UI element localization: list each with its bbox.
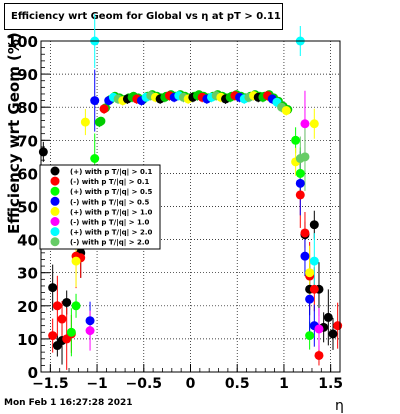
data-point xyxy=(90,154,100,164)
legend-label: (+) with p T/|q| > 0.1 xyxy=(70,168,153,177)
legend-box xyxy=(39,164,161,250)
legend-marker xyxy=(50,166,60,176)
data-point xyxy=(62,297,72,307)
x-tick-label: 1 xyxy=(279,376,289,392)
y-tick-label: 0 xyxy=(28,364,38,382)
legend: (+) with p T/|q| > 0.1(-) with p T/|q| >… xyxy=(39,164,161,250)
data-point xyxy=(295,168,305,178)
data-point xyxy=(300,119,310,129)
legend-marker xyxy=(50,186,60,196)
legend-label: (+) with p T/|q| > 0.5 xyxy=(70,188,153,197)
data-point xyxy=(300,228,310,238)
data-point xyxy=(314,350,324,360)
data-points xyxy=(38,36,343,360)
legend-marker xyxy=(50,217,60,226)
axis-ticks: −1.5 −1 −0.5 0 0.5 1 1.5 0 10 20 30 40 50 60 70 80 90 100 xyxy=(7,33,343,392)
y-tick-label: 90 xyxy=(17,66,38,84)
data-point xyxy=(309,220,319,230)
data-point xyxy=(295,190,305,200)
data-point xyxy=(333,321,343,331)
y-tick-label: 20 xyxy=(17,298,38,316)
y-tick-label: 40 xyxy=(17,232,38,250)
data-point xyxy=(85,326,95,336)
data-point xyxy=(328,329,338,339)
legend-label: (-) with p T/|q| > 0.5 xyxy=(70,198,150,207)
data-point xyxy=(99,104,109,114)
data-point xyxy=(85,316,95,326)
data-point xyxy=(38,147,48,157)
data-point xyxy=(305,268,315,278)
y-tick-label: 60 xyxy=(17,165,38,183)
legend-label: (-) with p T/|q| > 1.0 xyxy=(70,219,150,228)
data-point xyxy=(291,135,301,145)
data-point xyxy=(71,301,81,311)
data-point xyxy=(66,327,76,337)
legend-label: (+) with p T/|q| > 2.0 xyxy=(70,229,153,238)
data-point xyxy=(305,331,315,341)
x-tick-label: −1 xyxy=(86,376,107,392)
x-tick-label: −0.5 xyxy=(126,376,163,392)
data-point xyxy=(80,117,90,127)
legend-label: (-) with p T/|q| > 0.1 xyxy=(70,178,150,187)
y-tick-label: 100 xyxy=(7,33,38,51)
data-point xyxy=(52,301,62,311)
data-point xyxy=(314,324,324,334)
data-point xyxy=(94,117,104,127)
data-point xyxy=(281,106,291,116)
x-tick-label: 1.5 xyxy=(318,376,343,392)
data-point xyxy=(309,284,319,294)
x-tick-label: 0.5 xyxy=(225,376,250,392)
data-point xyxy=(71,256,81,266)
y-tick-label: 10 xyxy=(17,331,38,349)
x-axis-label: η xyxy=(335,398,344,414)
x-tick-label: 0 xyxy=(186,376,196,392)
data-point xyxy=(323,312,333,322)
y-tick-label: 70 xyxy=(17,132,38,150)
data-point xyxy=(309,119,319,129)
y-tick-label: 50 xyxy=(17,199,38,217)
data-point xyxy=(305,294,315,304)
data-point xyxy=(90,96,100,106)
legend-marker xyxy=(50,227,60,237)
legend-marker xyxy=(50,176,60,186)
data-point xyxy=(295,178,305,188)
x-tick-label: −1.5 xyxy=(32,376,69,392)
y-tick-label: 30 xyxy=(17,265,38,283)
timestamp: Mon Feb 1 16:27:28 2021 xyxy=(4,398,133,408)
legend-marker xyxy=(50,196,60,206)
data-point xyxy=(48,283,58,293)
data-point xyxy=(48,331,58,341)
y-tick-label: 80 xyxy=(17,99,38,117)
data-point xyxy=(57,314,67,324)
data-point xyxy=(309,256,319,266)
data-point xyxy=(295,154,305,164)
chart-title-text: Efficiency wrt Geom for Global vs η at p… xyxy=(11,11,281,22)
legend-label: (-) with p T/|q| > 2.0 xyxy=(70,239,150,248)
y-axis-label: Efficiency wrt Geom (%) xyxy=(5,32,23,234)
legend-marker xyxy=(50,206,60,216)
chart-title: Efficiency wrt Geom for Global vs η at p… xyxy=(4,3,283,30)
legend-marker xyxy=(50,237,60,247)
legend-label: (+) with p T/|q| > 1.0 xyxy=(70,208,153,217)
data-point xyxy=(300,251,310,261)
